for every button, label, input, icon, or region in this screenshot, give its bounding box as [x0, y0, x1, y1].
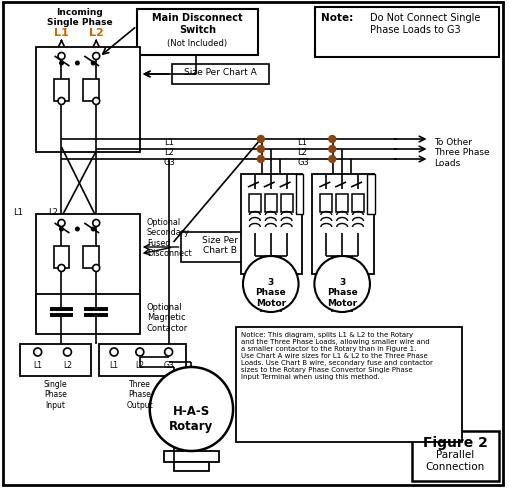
Circle shape [91, 228, 95, 231]
Text: L1: L1 [54, 28, 69, 38]
Text: H-A-S
Rotary: H-A-S Rotary [169, 404, 213, 432]
Text: L1: L1 [33, 360, 42, 369]
Text: To Other
Three Phase
Loads: To Other Three Phase Loads [434, 138, 489, 167]
Bar [36, 48, 139, 153]
Text: Parallel
Connection: Parallel Connection [425, 449, 484, 470]
Text: Notice: This diagram, splits L1 & L2 to the Rotary
and the Three Phase Loads, al: Notice: This diagram, splits L1 & L2 to … [241, 331, 432, 379]
Bar [312, 175, 373, 274]
Circle shape [328, 136, 335, 143]
Circle shape [164, 348, 172, 356]
Text: Optional
Magnetic
Contactor: Optional Magnetic Contactor [147, 303, 188, 332]
Bar [99, 345, 186, 376]
Bar [248, 195, 260, 213]
Circle shape [110, 348, 118, 356]
Text: Do Not Connect Single
Phase Loads to G3: Do Not Connect Single Phase Loads to G3 [369, 13, 479, 35]
Circle shape [63, 348, 71, 356]
Text: L2: L2 [297, 148, 307, 157]
Text: L1: L1 [109, 360, 118, 369]
Text: G3: G3 [163, 158, 175, 167]
Bar [241, 175, 302, 274]
Circle shape [93, 220, 99, 227]
Text: L2: L2 [47, 207, 58, 217]
Text: L2: L2 [63, 360, 72, 369]
Bar [335, 195, 348, 213]
Circle shape [93, 265, 99, 272]
Bar [36, 294, 139, 334]
Text: Figure 2: Figure 2 [422, 435, 487, 449]
Text: G3: G3 [297, 158, 309, 167]
Bar [20, 345, 91, 376]
Bar [83, 246, 99, 268]
Bar [171, 65, 268, 85]
Text: Three
Phase
Output: Three Phase Output [126, 379, 153, 409]
Bar [181, 232, 259, 263]
Circle shape [135, 348, 144, 356]
Text: 3
Phase
Motor: 3 Phase Motor [255, 278, 286, 307]
Bar [136, 10, 258, 56]
Circle shape [58, 53, 65, 61]
Circle shape [58, 220, 65, 227]
Circle shape [93, 53, 99, 61]
Bar [280, 195, 292, 213]
Text: Incoming
Single Phase: Incoming Single Phase [46, 8, 112, 27]
Circle shape [58, 265, 65, 272]
Circle shape [150, 367, 233, 451]
Bar [53, 80, 69, 102]
Bar [236, 327, 461, 442]
Circle shape [328, 156, 335, 163]
Text: Size Per
Chart B: Size Per Chart B [202, 236, 238, 255]
Circle shape [91, 62, 95, 66]
Text: L2: L2 [163, 148, 173, 157]
Circle shape [60, 62, 63, 66]
Text: L1: L1 [163, 138, 173, 147]
Text: L1: L1 [297, 138, 307, 147]
Bar [36, 215, 139, 319]
Text: Note:: Note: [321, 13, 353, 23]
Bar [320, 195, 331, 213]
Text: L1: L1 [13, 207, 23, 217]
Text: Size Per Chart A: Size Per Chart A [183, 68, 256, 77]
Bar [83, 80, 99, 102]
Text: (Not Included): (Not Included) [167, 39, 227, 48]
Circle shape [257, 146, 264, 153]
Bar [53, 246, 69, 268]
Bar [173, 462, 209, 471]
Bar [264, 195, 276, 213]
Text: 3
Phase
Motor: 3 Phase Motor [326, 278, 357, 307]
Circle shape [60, 228, 63, 231]
Text: Single
Phase
Input: Single Phase Input [44, 379, 67, 409]
Bar [163, 451, 219, 462]
Circle shape [93, 98, 99, 105]
Text: Optional
Secondary
Fused
Disconnect: Optional Secondary Fused Disconnect [147, 218, 191, 258]
Text: G3: G3 [163, 360, 174, 369]
Text: L2: L2 [89, 28, 103, 38]
Bar [295, 175, 303, 215]
Circle shape [75, 228, 79, 231]
Circle shape [58, 98, 65, 105]
Circle shape [242, 257, 298, 312]
Circle shape [314, 257, 369, 312]
Circle shape [75, 62, 79, 66]
Circle shape [328, 146, 335, 153]
Text: Main Disconnect
Switch: Main Disconnect Switch [152, 13, 242, 35]
Circle shape [34, 348, 42, 356]
Text: L2: L2 [135, 360, 144, 369]
Bar [366, 175, 374, 215]
Bar [315, 8, 498, 58]
Circle shape [257, 136, 264, 143]
Bar [351, 195, 363, 213]
Circle shape [257, 156, 264, 163]
Bar [411, 431, 498, 481]
